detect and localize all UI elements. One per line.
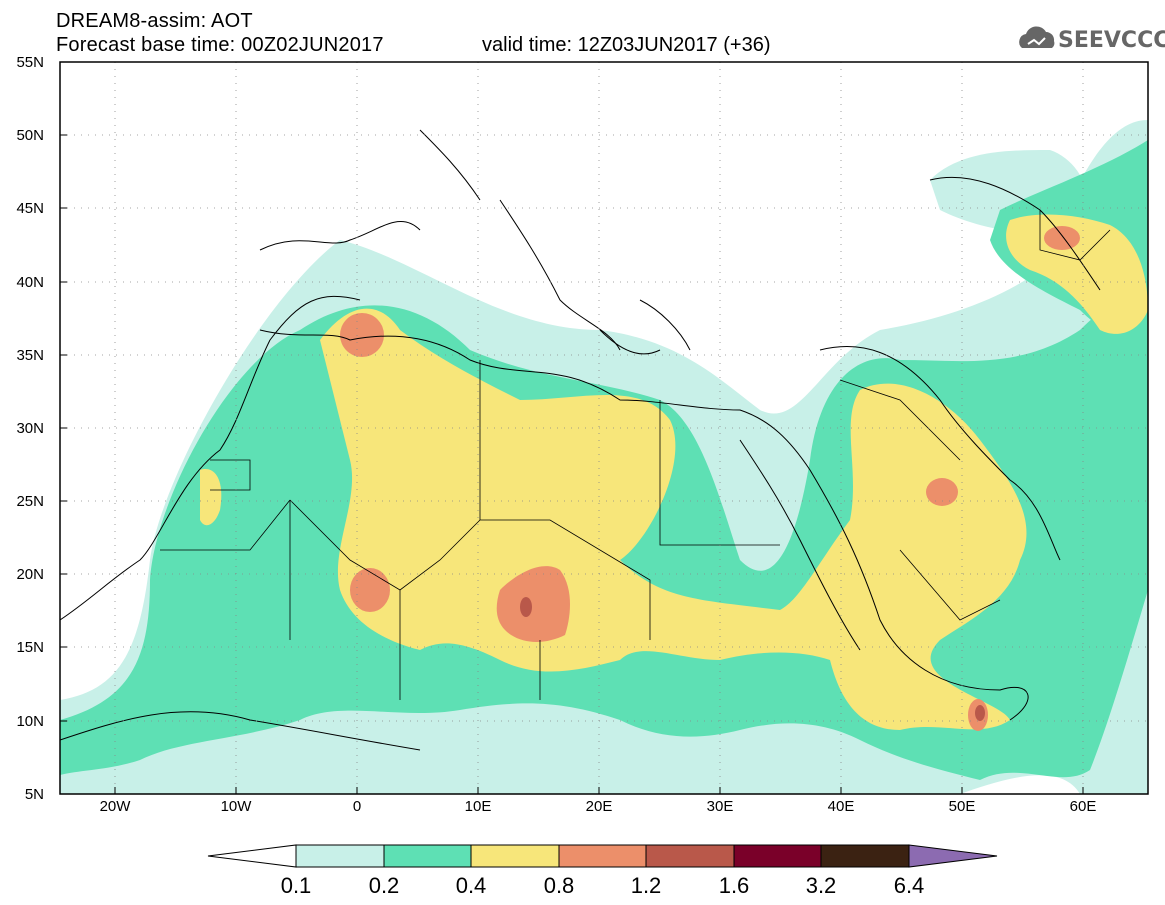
lat-label: 50N (16, 127, 44, 144)
lat-label: 45N (16, 200, 44, 217)
colorbar-box (383, 844, 472, 868)
colorbar-label: 0.1 (280, 873, 312, 898)
colorbar-box (295, 844, 385, 868)
colorbar-box (733, 844, 822, 868)
colorbar-label: 0.4 (455, 873, 487, 898)
aot-band-0.8 (926, 478, 958, 506)
colorbar-over (908, 844, 998, 868)
aot-band-1.2 (520, 597, 532, 617)
colorbar-box (470, 844, 560, 868)
forecast-base-time: Forecast base time: 00Z02JUN2017 (56, 34, 384, 56)
lon-label: 40E (827, 798, 855, 815)
coastlines (60, 129, 1101, 751)
lon-label: 10W (220, 798, 252, 815)
lon-label: 20W (99, 798, 131, 815)
lat-label: 20N (16, 566, 44, 583)
colorbar-box (558, 844, 647, 868)
aot-band-1.2 (975, 705, 985, 721)
lon-label: 20E (585, 798, 613, 815)
colorbar-label: 1.6 (718, 873, 750, 898)
axis-ticks (60, 134, 1084, 794)
colorbar-under (207, 844, 297, 868)
lat-label: 55N (16, 54, 44, 71)
lon-label: 30E (706, 798, 734, 815)
aot-band-0.8 (350, 568, 390, 612)
colorbar-label: 0.2 (368, 873, 400, 898)
aot-band-0.4 (200, 469, 222, 526)
lat-label: 30N (16, 420, 44, 437)
lat-label: 15N (16, 639, 44, 656)
lon-label: 60E (1069, 798, 1097, 815)
lat-label: 25N (16, 493, 44, 510)
colorbar-box (820, 844, 910, 868)
map-title: DREAM8-assim: AOT (56, 10, 253, 32)
lat-label: 5N (24, 786, 44, 803)
colorbar-box (645, 844, 735, 868)
colorbar-label: 6.4 (893, 873, 925, 898)
aot-band-0.8 (1044, 226, 1080, 250)
colorbar-label: 3.2 (805, 873, 837, 898)
aot-band-0.4 (1006, 214, 1148, 334)
lon-label: 50E (948, 798, 976, 815)
gridlines (60, 62, 1148, 794)
lat-label: 10N (16, 713, 44, 730)
colorbar-label: 1.2 (630, 873, 662, 898)
lon-label: 10E (464, 798, 492, 815)
valid-time: valid time: 12Z03JUN2017 (+36) (482, 34, 771, 56)
aot-band-0.8 (496, 566, 570, 642)
lat-label: 35N (16, 347, 44, 364)
aot-band-0.8 (340, 313, 384, 357)
aot-band-0.4 (320, 308, 1027, 730)
colorbar (207, 844, 998, 868)
country-borders (160, 210, 1111, 700)
cloud-icon (1019, 26, 1055, 48)
colorbar-label: 0.8 (543, 873, 575, 898)
lon-label: 0 (352, 798, 362, 815)
logo-text: SEEVCCC (1058, 28, 1165, 53)
lat-label: 40N (16, 274, 44, 291)
